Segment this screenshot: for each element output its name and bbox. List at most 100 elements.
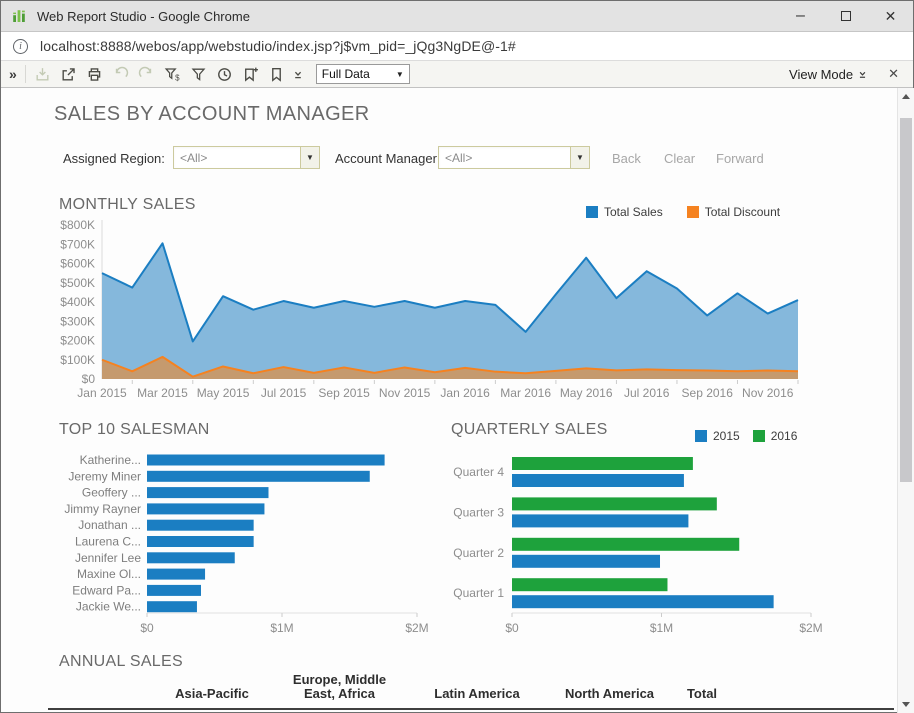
svg-text:$200K: $200K [60,334,95,348]
svg-text:Quarter 2: Quarter 2 [453,546,504,560]
svg-text:Jackie We...: Jackie We... [76,600,141,614]
bookmark-icon[interactable] [264,63,290,86]
svg-text:$2M: $2M [799,621,822,635]
app-icon [11,8,27,24]
scroll-down-icon[interactable] [902,702,910,707]
svg-text:$700K: $700K [60,237,95,251]
annual-col-gutter [59,701,147,704]
annual-col-asia-pacific: Asia-Pacific [147,687,277,704]
svg-text:$0: $0 [140,621,154,635]
toolbar-separator [25,65,26,83]
annual-col-emea: Europe, Middle East, Africa [277,673,402,704]
svg-text:$300K: $300K [60,314,95,328]
svg-text:Katherine...: Katherine... [80,453,141,467]
history-icon[interactable] [212,63,238,86]
undo-icon[interactable] [108,63,134,86]
download-icon[interactable] [30,63,56,86]
svg-text:$600K: $600K [60,257,95,271]
forward-button[interactable]: Forward [716,151,764,166]
bookmark-add-icon[interactable] [238,63,264,86]
report-toolbar: » $ Full Data ▼ View Mode ✕ [1,61,913,88]
scroll-up-icon[interactable] [902,94,910,99]
minimize-button[interactable]: – [778,1,823,31]
legend-2015-label: 2015 [713,429,740,443]
region-filter-value: <All> [174,147,300,168]
page-info-icon[interactable]: i [13,39,28,54]
svg-text:Jennifer Lee: Jennifer Lee [75,551,141,565]
manager-filter-value: <All> [439,147,570,168]
view-mode-button[interactable]: View Mode [789,67,868,82]
back-button[interactable]: Back [612,151,641,166]
svg-text:Quarter 4: Quarter 4 [453,465,504,479]
annual-col-latin-america: Latin America [402,687,552,704]
top10-title: TOP 10 SALESMAN [59,421,210,439]
redo-icon[interactable] [134,63,160,86]
svg-text:Jan 2015: Jan 2015 [77,386,127,400]
filter-icon[interactable] [186,63,212,86]
svg-text:Mar 2016: Mar 2016 [500,386,551,400]
svg-text:$800K: $800K [60,218,95,232]
filter-values-icon[interactable]: $ [160,63,186,86]
svg-text:$400K: $400K [60,295,95,309]
svg-text:Mar 2015: Mar 2015 [137,386,188,400]
address-bar[interactable]: i localhost:8888/webos/app/webstudio/ind… [1,32,913,61]
region-filter-label: Assigned Region: [63,151,165,166]
chevron-down-icon[interactable]: ▼ [570,147,589,168]
svg-text:Sep 2016: Sep 2016 [682,386,734,400]
svg-text:Jul 2016: Jul 2016 [624,386,670,400]
annual-title: ANNUAL SALES [59,653,183,671]
maximize-button[interactable] [823,1,868,31]
dataset-select[interactable]: Full Data ▼ [316,64,410,84]
svg-text:Quarter 3: Quarter 3 [453,505,504,519]
svg-text:Jimmy Rayner: Jimmy Rayner [64,502,141,516]
window-title: Web Report Studio - Google Chrome [37,9,250,24]
svg-text:$500K: $500K [60,276,95,290]
legend-2015-swatch [695,430,707,442]
legend-2016-label: 2016 [771,429,798,443]
svg-text:$: $ [175,73,180,82]
svg-text:Nov 2016: Nov 2016 [742,386,794,400]
toolbar-close-icon[interactable]: ✕ [888,66,899,82]
clear-button[interactable]: Clear [664,151,695,166]
annual-col-total: Total [667,687,737,704]
window-titlebar[interactable]: Web Report Studio - Google Chrome – ✕ [1,1,913,32]
region-filter-select[interactable]: <All> ▼ [173,146,320,169]
report-title: SALES BY ACCOUNT MANAGER [54,103,370,126]
svg-text:May 2015: May 2015 [197,386,250,400]
monthly-sales-title: MONTHLY SALES [59,196,196,214]
svg-text:Jonathan ...: Jonathan ... [78,518,141,532]
svg-text:Jul 2015: Jul 2015 [261,386,307,400]
svg-text:Maxine Ol...: Maxine Ol... [77,567,141,581]
svg-text:$1M: $1M [270,621,293,635]
svg-text:$0: $0 [82,372,96,386]
chevron-down-icon[interactable]: ▼ [300,147,319,168]
vertical-scrollbar[interactable] [897,88,914,713]
scrollbar-thumb[interactable] [900,118,912,482]
quarterly-title: QUARTERLY SALES [451,421,608,439]
svg-text:Jan 2016: Jan 2016 [440,386,490,400]
dataset-select-value: Full Data [322,67,396,81]
monthly-sales-chart[interactable]: $800K$700K$600K$500K$400K$300K$200K$100K… [49,217,809,403]
svg-text:Geoffery ...: Geoffery ... [82,486,141,500]
manager-filter-select[interactable]: <All> ▼ [438,146,590,169]
svg-text:Sep 2015: Sep 2015 [318,386,370,400]
svg-text:$2M: $2M [405,621,428,635]
svg-text:Edward Pa...: Edward Pa... [72,583,141,597]
annual-table-header: Asia-Pacific Europe, Middle East, Africa… [59,673,737,704]
maximize-icon [841,11,851,21]
svg-text:Jeremy Miner: Jeremy Miner [68,469,141,483]
chevron-down-icon: ▼ [396,70,404,79]
annual-table-divider [48,708,894,710]
view-mode-caret-icon [857,69,868,80]
legend-2016-swatch [753,430,765,442]
top10-chart[interactable]: Katherine... Jeremy Miner Geoffery ... Jimm… [55,443,435,643]
export-icon[interactable] [56,63,82,86]
quarterly-chart[interactable]: Quarter 4Quarter 3Quarter 2Quarter 1$0$1… [449,443,849,643]
bookmark-menu-caret-icon[interactable] [290,63,306,86]
print-icon[interactable] [82,63,108,86]
url-text[interactable]: localhost:8888/webos/app/webstudio/index… [40,38,516,54]
toolbar-overflow-button[interactable]: » [1,66,25,82]
close-button[interactable]: ✕ [868,1,913,31]
svg-text:$1M: $1M [650,621,673,635]
svg-text:Quarter 1: Quarter 1 [453,586,504,600]
